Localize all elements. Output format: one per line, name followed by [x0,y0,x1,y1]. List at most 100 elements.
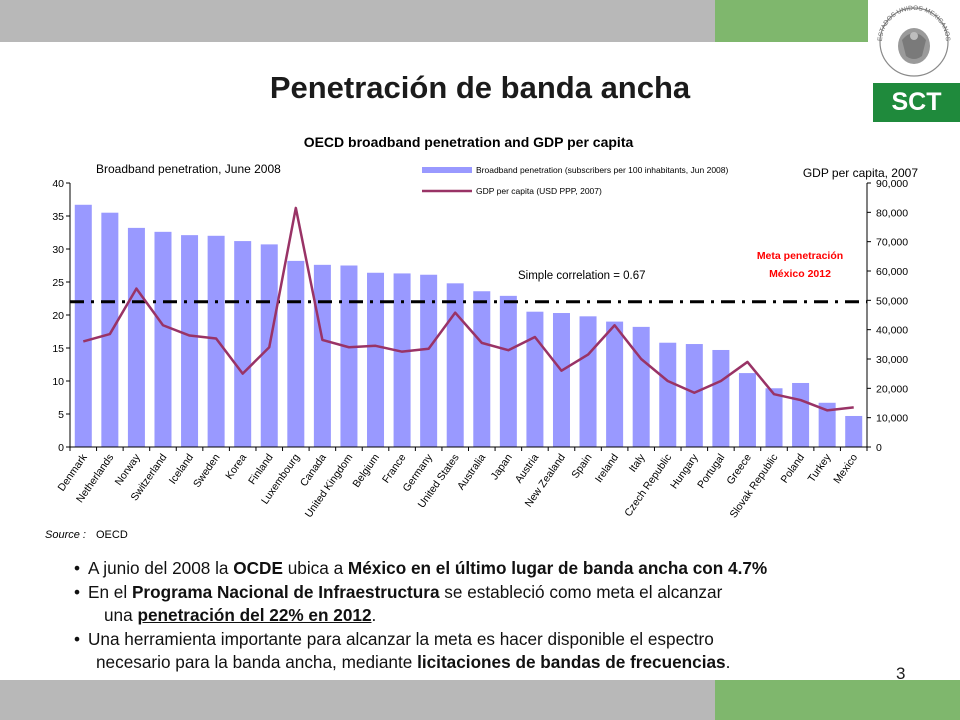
bar-united-states [446,283,464,447]
bar-italy [632,326,650,447]
bar-sweden [207,235,225,447]
bar-belgium [367,272,385,447]
left-tick-label: 25 [52,277,64,289]
bullet-text: una [104,605,138,625]
bar-poland [792,382,810,447]
bullet-line: • Una herramienta importante para alcanza… [74,628,944,652]
right-tick-label: 40,000 [876,325,908,337]
bullet-text: En el [88,581,132,602]
bottom-decoration-bar [0,680,715,720]
category-label: United Kingdom [303,452,356,520]
bullet-text: . [371,605,377,625]
left-tick-label: 15 [52,343,64,355]
category-label: Japan [489,452,515,482]
bar-korea [234,241,252,447]
bar-austria [526,311,544,447]
left-tick-label: 30 [52,244,64,256]
bar-turkey [818,402,836,447]
bar-japan [499,295,517,447]
target-label-line-2: México 2012 [769,268,831,280]
category-label: Slovak Republic [727,452,780,521]
page-title: Penetración de banda ancha [269,70,691,105]
bar-australia [473,291,491,447]
bar-united-kingdom [340,265,358,447]
category-label: Turkey [806,451,834,484]
top-accent-bar [715,0,868,42]
source-value: OECD [96,529,128,541]
broadband-gdp-chart: OECD broadband penetration and GDP per c… [45,134,919,541]
right-tick-label: 30,000 [876,354,908,366]
right-tick-label: 20,000 [876,383,908,395]
bar-hungary [685,344,703,447]
legend-bar-label: Broadband penetration (subscribers per 1… [476,165,729,175]
correlation-label: Simple correlation = 0.67 [518,270,646,282]
target-label-line-1: Meta penetración [757,250,843,262]
bullet-text: necesario para la banda ancha, mediante [96,652,418,672]
category-label: Belgium [350,452,382,490]
bar-ireland [606,321,624,447]
bullet-dot-icon: • [74,628,81,649]
right-tick-label: 0 [876,442,882,454]
bar-denmark [74,204,92,447]
left-tick-label: 20 [52,310,64,322]
bar-greece [738,373,756,447]
bullet-text: . [725,652,731,672]
bullet-text: Una herramienta importante para alcanzar… [88,628,714,649]
left-tick-label: 35 [52,211,64,223]
category-label: Mexico [831,452,860,486]
left-tick-label: 5 [58,409,64,421]
left-tick-label: 10 [52,376,64,388]
bullet-text: OCDE [233,558,283,578]
bullet-text: ubica a [282,558,348,578]
category-label: Poland [778,452,807,486]
category-label: Ireland [593,452,621,485]
bar-portugal [712,349,730,447]
bullet-dot-icon: • [74,558,81,578]
bar-mexico [845,415,863,447]
gdp-line [82,206,854,412]
right-tick-label: 80,000 [876,207,908,219]
bullet-list: • A junio del 2008 la OCDE ubica a México… [74,557,944,675]
chart-title: OECD broadband penetration and GDP per c… [304,134,634,150]
bar-spain [579,316,597,447]
bar-netherlands [101,212,119,447]
category-label: Italy [627,451,648,474]
bar-canada [313,264,331,447]
bullet-text: penetración del 22% en 2012 [137,605,372,625]
category-label: Sweden [191,452,223,490]
bullet-line: • A junio del 2008 la OCDE ubica a México… [74,557,944,581]
bar-france [393,273,411,447]
right-tick-label: 10,000 [876,413,908,425]
right-tick-label: 90,000 [876,178,908,190]
bullet-text: A junio del 2008 la [88,558,234,578]
left-axis-title: Broadband penetration, June 2008 [96,162,281,176]
page-number: 3 [896,664,906,683]
bullet-line: una penetración del 22% en 2012. [74,604,944,628]
top-decoration-bar [0,0,715,42]
right-axis-title: GDP per capita, 2007 [803,166,919,180]
source-label: Source : [45,529,86,541]
category-label: Portugal [695,452,727,491]
left-tick-label: 40 [52,178,64,190]
bottom-accent-bar [715,680,960,720]
bar-slovak-republic [765,388,783,447]
bar-norway [127,227,145,447]
left-tick-label: 0 [58,442,64,454]
bullet-text: Programa Nacional de Infraestructura [131,581,440,602]
category-label: Spain [569,452,594,481]
bullet-text: licitaciones de bandas de frecuencias [417,652,726,672]
bullet-dot-icon: • [74,581,81,602]
right-tick-label: 60,000 [876,266,908,278]
right-tick-label: 70,000 [876,237,908,249]
bullet-text: se estableció como meta el alcanzar [439,581,723,602]
right-tick-label: 50,000 [876,295,908,307]
bar-czech-republic [659,342,677,447]
bar-germany [420,274,438,447]
seal-icon: ESTADOS UNIDOS MEXICANOS [877,5,951,77]
legend-line-label: GDP per capita (USD PPP, 2007) [476,186,602,196]
bar-iceland [181,235,199,447]
bar-switzerland [154,231,172,447]
bar-luxembourg [287,260,305,447]
bullet-text: México en el último lugar de banda ancha… [347,558,768,578]
bullet-line: necesario para la banda ancha, mediante … [74,651,944,675]
